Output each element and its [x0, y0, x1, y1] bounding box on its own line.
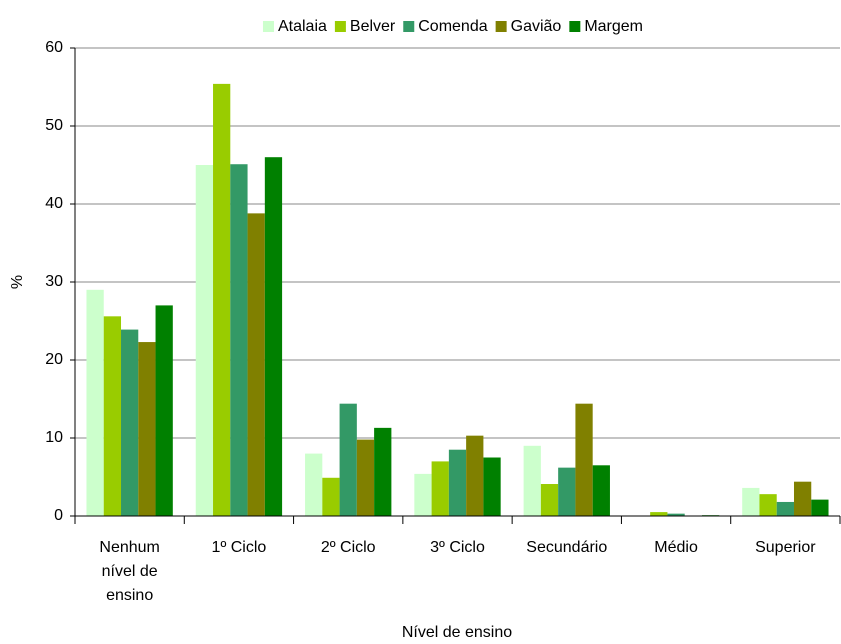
bar [742, 487, 760, 516]
bar [213, 83, 231, 516]
legend-label: Gavião [511, 18, 562, 35]
bar [155, 305, 173, 516]
legend-label: Margem [584, 18, 643, 35]
y-tick-label: 50 [45, 117, 63, 134]
bar [448, 449, 467, 516]
x-tick-label: 2º Ciclo [320, 539, 376, 556]
bar [759, 494, 777, 516]
bar [811, 499, 829, 516]
y-tick-label: 20 [45, 351, 63, 368]
bar [592, 465, 610, 516]
bar [138, 342, 156, 516]
x-tick-label: 3º Ciclo [430, 539, 485, 556]
bar [650, 512, 668, 516]
x-axis-title: Nível de ensino [402, 624, 512, 641]
legend-swatch [262, 21, 274, 32]
bar [86, 289, 104, 516]
bar [230, 164, 248, 516]
bar [431, 461, 449, 516]
legend-swatch [403, 21, 415, 32]
legend-label: Belver [350, 18, 396, 35]
x-tick-label: Secundário [526, 539, 608, 556]
bar [121, 329, 139, 516]
bar [414, 473, 432, 516]
x-tick-label: 1º Ciclo [211, 539, 267, 556]
legend-swatch [495, 21, 507, 32]
y-tick-label: 60 [45, 39, 63, 56]
bar [776, 501, 794, 516]
x-tick-label: Superior [755, 539, 816, 556]
x-tick-label: Médio [654, 539, 698, 556]
bar [195, 165, 214, 516]
bar [523, 445, 541, 516]
x-tick-label: Nenhum nível de ensino [99, 539, 160, 604]
y-tick-label: 10 [45, 429, 63, 446]
bar [483, 457, 501, 516]
y-tick-label: 30 [45, 273, 63, 290]
bar [374, 427, 392, 516]
y-tick-label: 0 [54, 507, 63, 524]
bar [264, 157, 283, 516]
legend-label: Comenda [418, 18, 487, 35]
bar [322, 477, 340, 516]
y-axis-title: % [9, 275, 26, 289]
bar [247, 213, 265, 517]
bar [305, 453, 323, 516]
legend-label: Atalaia [278, 18, 327, 35]
bar [540, 484, 559, 516]
y-tick-label: 40 [45, 195, 63, 212]
bar [339, 403, 357, 516]
bar [667, 513, 685, 516]
bar [558, 467, 576, 516]
bar [575, 403, 593, 516]
bar [356, 439, 375, 516]
bar [103, 316, 122, 516]
legend-swatch [334, 21, 346, 32]
bar [793, 481, 812, 516]
legend-swatch [569, 21, 581, 32]
bar [466, 435, 484, 516]
